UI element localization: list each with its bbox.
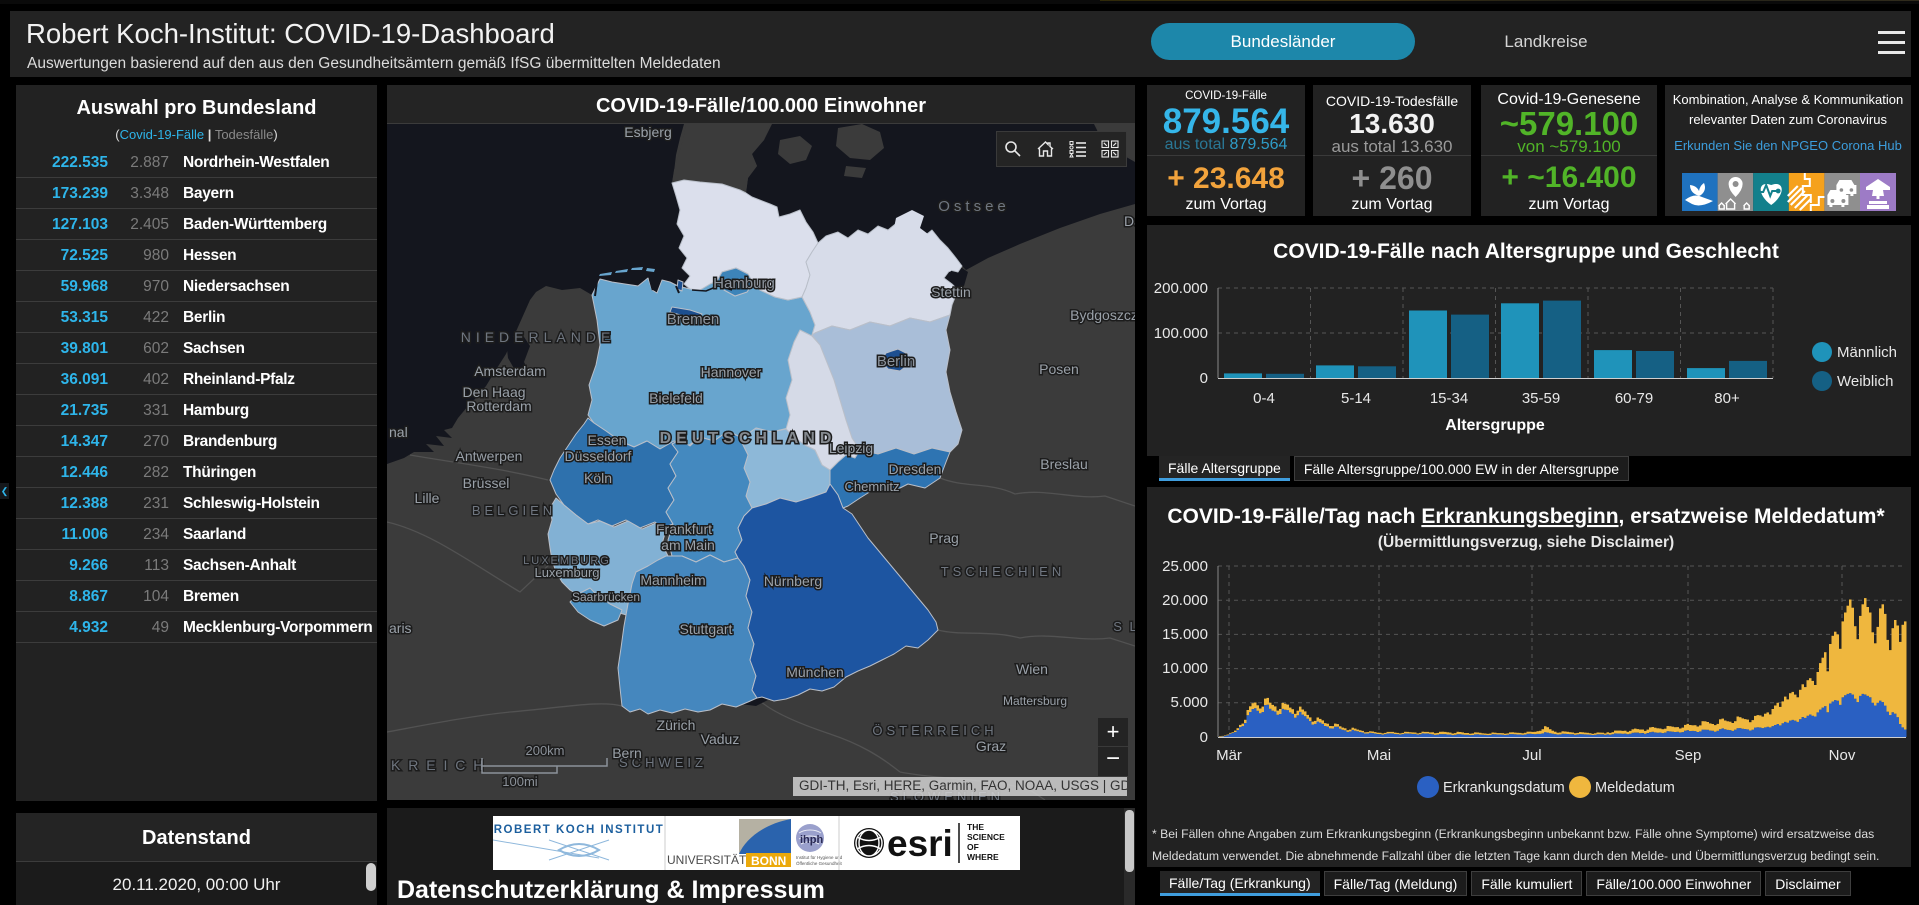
svg-text:200km: 200km — [525, 743, 564, 758]
svg-text:Lille: Lille — [415, 490, 440, 506]
svg-text:100.000: 100.000 — [1154, 325, 1208, 342]
svg-text:15.000: 15.000 — [1162, 626, 1208, 643]
svg-text:am Main: am Main — [661, 537, 715, 553]
svg-text:Stettin: Stettin — [931, 284, 971, 300]
svg-text:Jul: Jul — [1522, 747, 1541, 764]
svg-text:WHERE: WHERE — [967, 852, 999, 862]
svg-text:SCHWEIZ: SCHWEIZ — [619, 755, 707, 770]
svg-text:5.000: 5.000 — [1170, 694, 1208, 711]
svg-text:0-4: 0-4 — [1253, 390, 1275, 407]
svg-text:OF: OF — [967, 842, 979, 852]
svg-text:NIEDERLANDE: NIEDERLANDE — [461, 329, 616, 345]
svg-text:Mär: Mär — [1216, 747, 1242, 764]
svg-text:ÖSTERREICH: ÖSTERREICH — [872, 723, 997, 738]
svg-text:Altersgruppe: Altersgruppe — [1445, 417, 1545, 434]
svg-text:Düsseldorf: Düsseldorf — [565, 448, 632, 464]
svg-text:Berlin: Berlin — [877, 353, 915, 370]
svg-text:Antwerpen: Antwerpen — [456, 448, 523, 464]
svg-text:Brüssel: Brüssel — [463, 475, 510, 491]
svg-text:Stuttgart: Stuttgart — [680, 621, 733, 637]
svg-text:35-59: 35-59 — [1522, 390, 1560, 407]
svg-text:S L: S L — [1113, 619, 1139, 634]
svg-text:TSCHECHIEN: TSCHECHIEN — [941, 564, 1066, 579]
svg-text:Nov: Nov — [1829, 747, 1856, 764]
svg-text:10.000: 10.000 — [1162, 660, 1208, 677]
svg-text:Chemnitz: Chemnitz — [845, 479, 900, 494]
svg-text:5-14: 5-14 — [1341, 390, 1371, 407]
svg-text:60-79: 60-79 — [1615, 390, 1653, 407]
svg-text:Bydgoszcz: Bydgoszcz — [1070, 307, 1138, 323]
svg-text:0: 0 — [1200, 370, 1208, 387]
svg-text:Bielefeld: Bielefeld — [649, 390, 703, 406]
svg-text:Frankfurt: Frankfurt — [656, 521, 712, 537]
svg-text:Wien: Wien — [1016, 661, 1048, 677]
svg-text:Graz: Graz — [976, 738, 1006, 754]
svg-text:Posen: Posen — [1039, 361, 1079, 377]
svg-text:esri: esri — [887, 823, 953, 864]
svg-text:COVID-19-Fälle/Tag nach Erkran: COVID-19-Fälle/Tag nach Erkrankungsbegin… — [1167, 505, 1885, 528]
svg-text:ROBERT KOCH INSTITUT: ROBERT KOCH INSTITUT — [494, 824, 665, 836]
svg-text:Den Haag: Den Haag — [462, 384, 525, 400]
svg-text:Essen: Essen — [588, 432, 627, 448]
svg-text:Leipzig: Leipzig — [829, 440, 873, 456]
svg-text:Mattersburg: Mattersburg — [1003, 694, 1067, 708]
svg-text:Dresden: Dresden — [889, 461, 942, 477]
svg-text:Prag: Prag — [929, 530, 959, 546]
svg-text:100mi: 100mi — [502, 774, 538, 789]
svg-text:Hamburg: Hamburg — [713, 275, 775, 292]
svg-text:SCIENCE: SCIENCE — [967, 832, 1005, 842]
svg-text:Zürich: Zürich — [657, 717, 696, 733]
svg-text:Weiblich: Weiblich — [1837, 373, 1893, 390]
svg-text:BONN: BONN — [751, 854, 786, 868]
svg-text:Köln: Köln — [584, 470, 612, 486]
svg-text:Sep: Sep — [1675, 747, 1702, 764]
svg-text:Mai: Mai — [1367, 747, 1391, 764]
svg-text:K R E I C H: K R E I C H — [391, 757, 485, 773]
svg-text:Amsterdam: Amsterdam — [474, 363, 546, 379]
svg-text:THE: THE — [967, 822, 984, 832]
svg-text:15-34: 15-34 — [1430, 390, 1468, 407]
svg-text:Ostsee: Ostsee — [938, 198, 1010, 215]
svg-text:200.000: 200.000 — [1154, 280, 1208, 297]
svg-text:LUXEMBURG: LUXEMBURG — [523, 555, 611, 567]
svg-text:BELGIEN: BELGIEN — [472, 503, 556, 518]
svg-text:Dan: Dan — [1124, 213, 1150, 229]
svg-text:(Übermittlungsverzug, siehe Di: (Übermittlungsverzug, siehe Disclaimer) — [1378, 534, 1674, 551]
svg-text:Meldedatum verwendet. Die abne: Meldedatum verwendet. Die abnehmende Fal… — [1152, 849, 1879, 863]
svg-text:Männlich: Männlich — [1837, 344, 1897, 361]
svg-text:Hannover: Hannover — [701, 364, 762, 380]
svg-text:Breslau: Breslau — [1040, 456, 1087, 472]
svg-text:Mannheim: Mannheim — [640, 572, 705, 588]
svg-text:DEUTSCHLAND: DEUTSCHLAND — [660, 430, 837, 447]
svg-text:20.000: 20.000 — [1162, 592, 1208, 609]
svg-text:Bern: Bern — [612, 745, 642, 761]
svg-text:80+: 80+ — [1714, 390, 1740, 407]
svg-text:Erkrankungsdatum: Erkrankungsdatum — [1443, 780, 1565, 796]
svg-text:UNIVERSITÄT: UNIVERSITÄT — [667, 853, 747, 867]
svg-text:Nürnberg: Nürnberg — [764, 573, 822, 589]
svg-text:Vaduz: Vaduz — [701, 731, 740, 747]
svg-text:München: München — [786, 664, 844, 680]
svg-text:* Bei Fällen ohne Angaben zum: * Bei Fällen ohne Angaben zum Erkrankung… — [1152, 827, 1874, 841]
svg-text:Öffentliche Gesundheit: Öffentliche Gesundheit — [796, 860, 842, 866]
svg-text:COVID-19-Fälle nach Altersgrup: COVID-19-Fälle nach Altersgruppe und Ges… — [1273, 240, 1779, 263]
svg-text:Institut für Hygiene und: Institut für Hygiene und — [796, 855, 843, 860]
svg-text:Meldedatum: Meldedatum — [1595, 780, 1675, 796]
svg-text:aris: aris — [389, 620, 412, 636]
svg-text:Rotterdam: Rotterdam — [466, 398, 531, 414]
svg-text:Luxemburg: Luxemburg — [534, 565, 599, 580]
svg-text:25.000: 25.000 — [1162, 558, 1208, 575]
svg-text:Saarbrücken: Saarbrücken — [572, 590, 640, 604]
svg-text:nal: nal — [389, 424, 408, 440]
svg-text:ihph: ihph — [800, 834, 823, 846]
svg-text:Bremen: Bremen — [667, 311, 720, 328]
svg-text:0: 0 — [1200, 729, 1208, 746]
svg-text:Esbjerg: Esbjerg — [624, 124, 671, 140]
